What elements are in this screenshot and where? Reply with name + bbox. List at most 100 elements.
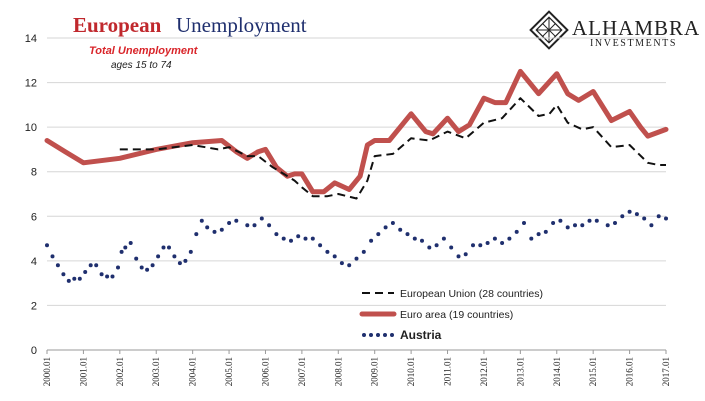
austria-point [463, 252, 468, 257]
austria-point [61, 272, 66, 277]
austria-point [594, 218, 599, 223]
austria-point [234, 218, 239, 223]
austria-point [449, 245, 454, 250]
austria-point [573, 223, 577, 228]
austria-point [325, 249, 330, 254]
x-tick-label: 2008.01 [333, 357, 343, 386]
austria-point [485, 241, 490, 245]
x-axis: 2000.01 2001.01 2002.01 2003.01 2004.01 2005.… [42, 349, 671, 386]
austria-point [167, 245, 171, 250]
austria-point [634, 212, 639, 217]
chart-title-part1: European [73, 13, 162, 37]
austria-point [88, 263, 93, 268]
austria-point [150, 263, 155, 268]
austria-point [245, 223, 250, 228]
x-tick-label: 2013.01 [515, 357, 525, 386]
y-tick-label: 4 [31, 256, 37, 268]
austria-point [72, 276, 77, 281]
annotation-sub: ages 15 to 74 [111, 60, 172, 71]
austria-point [156, 254, 161, 259]
austria-point [45, 243, 49, 248]
austria-point [420, 238, 424, 243]
legend-austria-dot [369, 333, 373, 337]
y-axis: 0 2 4 6 8 10 12 14 [25, 33, 37, 357]
grid [47, 37, 666, 306]
x-tick-label: 2011.01 [443, 357, 453, 386]
austria-point [398, 227, 403, 232]
austria-point [274, 232, 279, 237]
austria-point [145, 267, 150, 272]
austria-point [194, 232, 199, 237]
austria-point [500, 241, 505, 245]
logo-subtitle: INVESTMENTS [590, 38, 677, 49]
austria-point [318, 243, 323, 248]
austria-point [369, 238, 374, 243]
x-tick-label: 2000.01 [42, 357, 52, 386]
diamond-lattice-icon [529, 10, 569, 50]
austria-point [649, 223, 654, 228]
series-line-euro-area [44, 68, 669, 195]
austria-point [627, 209, 632, 214]
austria-point [536, 232, 541, 237]
austria-point [642, 216, 647, 221]
austria-point [94, 263, 99, 268]
austria-point [361, 249, 366, 254]
series-layer [44, 68, 669, 283]
austria-point [55, 263, 60, 268]
x-tick-label: 2001.01 [78, 357, 88, 386]
y-tick-label: 2 [31, 300, 37, 312]
legend-label-euro-area: Euro area (19 countries) [400, 309, 513, 321]
austria-point [347, 263, 352, 268]
austria-point [116, 265, 120, 270]
austria-point [183, 258, 188, 263]
austria-point [50, 254, 55, 259]
austria-point [478, 243, 483, 248]
austria-point [172, 254, 177, 259]
x-tick-label: 2016.01 [625, 357, 635, 386]
legend: European Union (28 countries) Euro area (… [359, 288, 543, 342]
legend-austria-dot [390, 333, 394, 337]
austria-point [119, 249, 124, 254]
austria-point [205, 225, 210, 230]
x-tick-label: 2005.01 [224, 357, 234, 386]
legend-label-austria: Austria [400, 328, 442, 342]
austria-point [434, 243, 439, 248]
y-tick-label: 12 [25, 78, 37, 90]
x-tick-label: 2006.01 [260, 357, 270, 386]
legend-austria-dot [362, 333, 366, 337]
austria-point [296, 234, 301, 239]
austria-point [128, 241, 133, 245]
x-tick-label: 2007.01 [297, 357, 307, 386]
austria-point [99, 272, 104, 277]
austria-point [161, 245, 166, 250]
alhambra-logo: ALHAMBRA INVESTMENTS [529, 10, 699, 50]
austria-point [390, 221, 395, 225]
austria-point [281, 236, 286, 241]
austria-point [551, 221, 556, 225]
austria-point [339, 261, 344, 266]
legend-austria-dot [376, 333, 380, 337]
austria-point [289, 238, 293, 243]
austria-point [354, 256, 359, 261]
austria-point [123, 245, 128, 250]
y-tick-label: 0 [31, 345, 37, 357]
x-tick-label: 2003.01 [151, 357, 161, 386]
austria-point [441, 236, 446, 241]
austria-point [227, 221, 232, 225]
austria-point [558, 218, 563, 223]
austria-point [427, 245, 432, 250]
austria-point [543, 229, 548, 234]
austria-point [219, 227, 224, 232]
austria-point [507, 236, 512, 241]
austria-point [259, 216, 264, 221]
austria-point [252, 223, 257, 228]
x-tick-label: 2017.01 [661, 357, 671, 386]
legend-swatch-austria [362, 333, 394, 337]
legend-label-european-union: European Union (28 countries) [400, 288, 543, 300]
x-tick-label: 2004.01 [188, 357, 198, 386]
austria-point [522, 221, 526, 225]
austria-point [412, 236, 417, 241]
austria-point [376, 232, 381, 237]
austria-point [664, 216, 668, 221]
